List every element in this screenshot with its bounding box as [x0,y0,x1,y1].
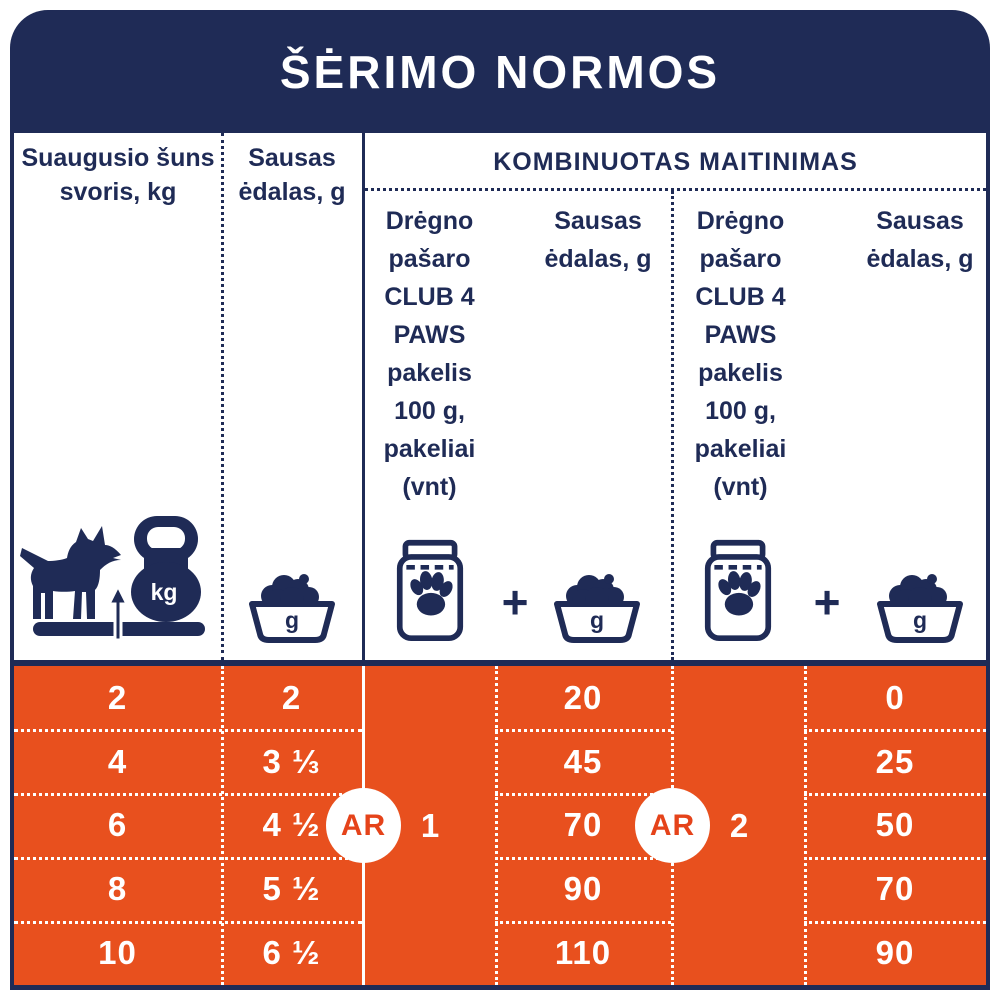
dry-cell: 2 [281,678,302,716]
dry-header-line2: ėdalas, g [238,178,346,206]
dry1-line: Sausas [554,207,642,235]
wet1-line: (vnt) [402,473,457,501]
combo2-dry-cell: 90 [875,934,915,972]
bowl-gram-label: g [284,606,300,633]
row-divider [804,921,986,924]
weight-header-line1: Suaugusio šuns [21,144,215,172]
wet2-line: (vnt) [713,473,768,501]
dry-cell: 5 ½ [262,870,321,908]
combo1-dry-cell: 45 [563,742,603,780]
or-badge-2: AR [635,788,710,863]
frame-bottom-border [10,985,990,990]
plus-icon: + [813,576,841,628]
weight-header-line2: svoris, kg [59,178,177,206]
dry-subheader-2: Sausas ėdalas, g [830,202,1000,278]
data-divider-weight-dry [221,666,224,985]
combo2-dry-cell: 70 [875,870,915,908]
divider-combined-subheader [365,188,986,191]
data-section: 2 4 6 8 10 2 3 ⅓ 4 ½ 5 ½ 6 ½ 1 20 45 70 … [14,666,986,985]
combo2-dry-cell: 0 [885,678,905,716]
combo1-dry-cell: 90 [563,870,603,908]
combined-feeding-header: KOMBINUOTAS MAITINIMAS [493,148,858,176]
weight-cell: 6 [107,806,128,844]
wet1-line: Drėgno [385,207,474,235]
dog-weight-scale-icon [20,516,205,642]
weight-cell: 2 [107,678,128,716]
wet1-line: 100 g, [394,397,465,425]
row-divider [14,729,362,732]
combo1-dry-cell: 110 [554,934,612,972]
dry1-line: ėdalas, g [544,245,652,273]
kettlebell-kg-label: kg [150,578,178,605]
row-divider [14,921,362,924]
divider-combo-groups [671,191,674,660]
row-divider [495,729,671,732]
combo2-dry-value-column: 0 25 50 70 90 [804,666,986,985]
wet-pouch-paw-icon [394,538,466,642]
dry-value-column: 2 3 ⅓ 4 ½ 5 ½ 6 ½ [221,666,362,985]
wet2-line: pakelis [698,359,783,387]
dry2-line: Sausas [876,207,964,235]
dry-column-header: Sausas ėdalas, g [222,141,362,209]
wet2-line: pašaro [699,245,782,273]
wet1-line: CLUB 4 [384,283,475,311]
dry-cell: 3 ⅓ [262,742,321,780]
row-divider [14,793,362,796]
weight-cell: 10 [98,934,137,972]
row-divider [804,729,986,732]
combo1-dry-cell: 70 [563,806,603,844]
wet1-line: pašaro [388,245,471,273]
wet-pouch-count-1: 1 [420,806,440,844]
wet2-line: CLUB 4 [695,283,786,311]
combo1-dry-cell: 20 [563,678,603,716]
row-divider [804,857,986,860]
page-title: ŠĖRIMO NORMOS [279,45,721,98]
wet1-line: pakeliai [383,435,476,463]
wet1-line: PAWS [393,321,466,349]
data-divider-wet2-dry2 [804,666,807,985]
wet-pouch-paw-icon [702,538,774,642]
plus-icon: + [501,576,529,628]
frame-right-border [986,133,990,990]
row-divider [495,921,671,924]
dry-cell: 6 ½ [262,934,321,972]
dry-header-line1: Sausas [248,144,336,172]
row-divider [14,857,362,860]
header-body-separator [10,660,990,666]
dry-cell: 4 ½ [262,806,321,844]
weight-cell: 8 [107,870,128,908]
dry2-line: ėdalas, g [866,245,974,273]
wet2-line: pakeliai [694,435,787,463]
bowl-gram-label: g [589,606,605,633]
wet-pouch-count-2: 2 [729,806,749,844]
dry-subheader-1: Sausas ėdalas, g [508,202,688,278]
wet-pouch-subheader-2: Drėgno pašaro CLUB 4 PAWS pakelis 100 g,… [677,202,804,506]
wet1-line: pakelis [387,359,472,387]
wet-pouch-subheader-1: Drėgno pašaro CLUB 4 PAWS pakelis 100 g,… [366,202,493,506]
row-divider [495,857,671,860]
weight-column-header: Suaugusio šuns svoris, kg [14,141,222,209]
or-badge-1: AR [326,788,401,863]
title-banner: ŠĖRIMO NORMOS [10,10,990,133]
weight-value-column: 2 4 6 8 10 [14,666,221,985]
frame-left-border [10,133,14,990]
row-divider [804,793,986,796]
divider-dry-combined [362,133,365,660]
combo1-dry-value-column: 20 45 70 90 110 [495,666,671,985]
divider-weight-dry [221,133,224,660]
bowl-gram-label: g [912,606,928,633]
data-divider-wet1-dry1 [495,666,498,985]
wet2-line: 100 g, [705,397,776,425]
combo2-dry-cell: 25 [875,742,915,780]
combo2-dry-cell: 50 [875,806,915,844]
wet2-line: PAWS [704,321,777,349]
weight-cell: 4 [107,742,128,780]
wet2-line: Drėgno [696,207,785,235]
row-divider [495,793,671,796]
